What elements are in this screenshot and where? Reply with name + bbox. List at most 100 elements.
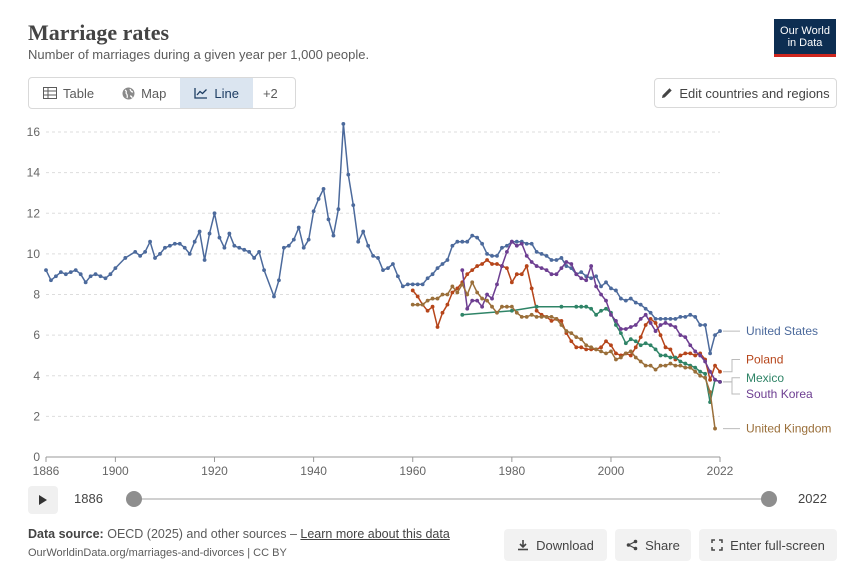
download-button[interactable]: Download <box>504 529 607 561</box>
logo-line-2: in Data <box>787 36 823 49</box>
x-tick-label: 2000 <box>598 464 625 478</box>
data-point <box>450 284 455 289</box>
data-point <box>430 296 435 301</box>
data-point <box>272 294 276 299</box>
tab-line[interactable]: Line <box>180 78 253 108</box>
data-point <box>504 249 509 254</box>
data-point <box>623 298 628 303</box>
y-tick-label: 8 <box>33 288 40 302</box>
data-point <box>698 353 703 358</box>
tab-more[interactable]: +2 <box>253 78 288 108</box>
data-point <box>460 239 465 244</box>
timeline-track[interactable] <box>134 498 770 500</box>
data-point <box>500 264 504 268</box>
data-point <box>460 268 465 273</box>
share-button[interactable]: Share <box>615 529 691 561</box>
data-point <box>524 264 529 268</box>
edit-countries-label: Edit countries and regions <box>679 85 830 101</box>
data-point <box>584 347 589 352</box>
data-point <box>113 266 118 270</box>
data-point <box>286 243 291 248</box>
data-point <box>574 272 579 277</box>
logo-line-1: Our World <box>780 24 830 37</box>
play-button[interactable] <box>28 486 58 514</box>
data-point <box>594 312 599 317</box>
data-point <box>698 323 703 327</box>
data-point <box>638 316 643 321</box>
data-point <box>718 329 722 333</box>
data-point <box>435 296 440 301</box>
data-point <box>534 264 539 268</box>
data-point <box>594 284 599 289</box>
data-point <box>658 316 663 321</box>
data-point <box>633 300 638 305</box>
data-point <box>440 262 445 266</box>
tab-table[interactable]: Table <box>29 78 108 108</box>
y-tick-label: 12 <box>27 206 41 220</box>
data-point <box>703 371 708 376</box>
data-point <box>172 241 177 246</box>
data-point <box>678 314 683 319</box>
data-point <box>628 353 633 358</box>
fullscreen-button[interactable]: Enter full-screen <box>699 529 837 561</box>
data-point <box>445 302 450 307</box>
data-point <box>708 369 712 374</box>
data-point <box>539 314 544 319</box>
data-point <box>435 325 440 329</box>
data-point <box>604 306 608 311</box>
data-point <box>589 306 594 311</box>
data-point <box>475 264 480 268</box>
data-point <box>614 351 618 356</box>
x-tick-label: 1900 <box>102 464 129 478</box>
timeline-end-handle[interactable] <box>761 491 777 507</box>
data-point <box>633 339 638 344</box>
data-point <box>599 349 603 354</box>
data-point <box>49 278 53 283</box>
data-point <box>574 335 579 340</box>
data-point <box>207 231 212 236</box>
data-point <box>143 249 148 254</box>
data-point <box>549 272 554 277</box>
data-point <box>485 251 489 256</box>
tab-map[interactable]: Map <box>108 78 180 108</box>
data-point <box>44 268 48 273</box>
legend-connector <box>723 377 740 383</box>
data-point <box>445 258 450 262</box>
data-point <box>485 292 489 297</box>
data-point <box>708 377 712 382</box>
data-point <box>514 272 519 277</box>
data-point <box>524 254 529 258</box>
data-point <box>628 325 633 329</box>
data-point <box>698 373 703 378</box>
data-point <box>227 231 232 236</box>
data-point <box>663 345 668 350</box>
data-point <box>470 268 475 273</box>
learn-more-link[interactable]: Learn more about this data <box>300 527 450 541</box>
data-point <box>579 345 584 350</box>
data-point <box>420 282 425 287</box>
globe-icon <box>122 87 135 99</box>
owid-logo[interactable]: Our World in Data <box>774 19 836 57</box>
data-point <box>455 239 460 244</box>
data-point <box>658 363 663 368</box>
x-tick-label: 1920 <box>201 464 228 478</box>
data-point <box>678 359 683 364</box>
fullscreen-label: Enter full-screen <box>730 537 825 553</box>
x-tick-label: 1886 <box>33 464 60 478</box>
data-point <box>495 310 499 315</box>
data-point <box>643 312 648 317</box>
data-point <box>623 327 628 331</box>
data-point <box>534 314 539 319</box>
source-text: OECD (2025) and other sources – <box>107 527 301 541</box>
timeline-start-handle[interactable] <box>126 491 142 507</box>
line-chart: 0 2 4 6 8 10 12 14 16 1886 1900 1920 1940 1960 1980 200… <box>27 121 831 478</box>
tab-line-label: Line <box>214 85 239 101</box>
data-point <box>534 249 539 254</box>
data-point <box>490 254 494 258</box>
data-point <box>673 363 678 368</box>
data-point <box>465 306 470 311</box>
edit-countries-button[interactable]: Edit countries and regions <box>654 78 837 108</box>
y-tick-label: 0 <box>33 450 40 464</box>
x-tick-label: 1980 <box>499 464 526 478</box>
data-point <box>633 345 638 350</box>
